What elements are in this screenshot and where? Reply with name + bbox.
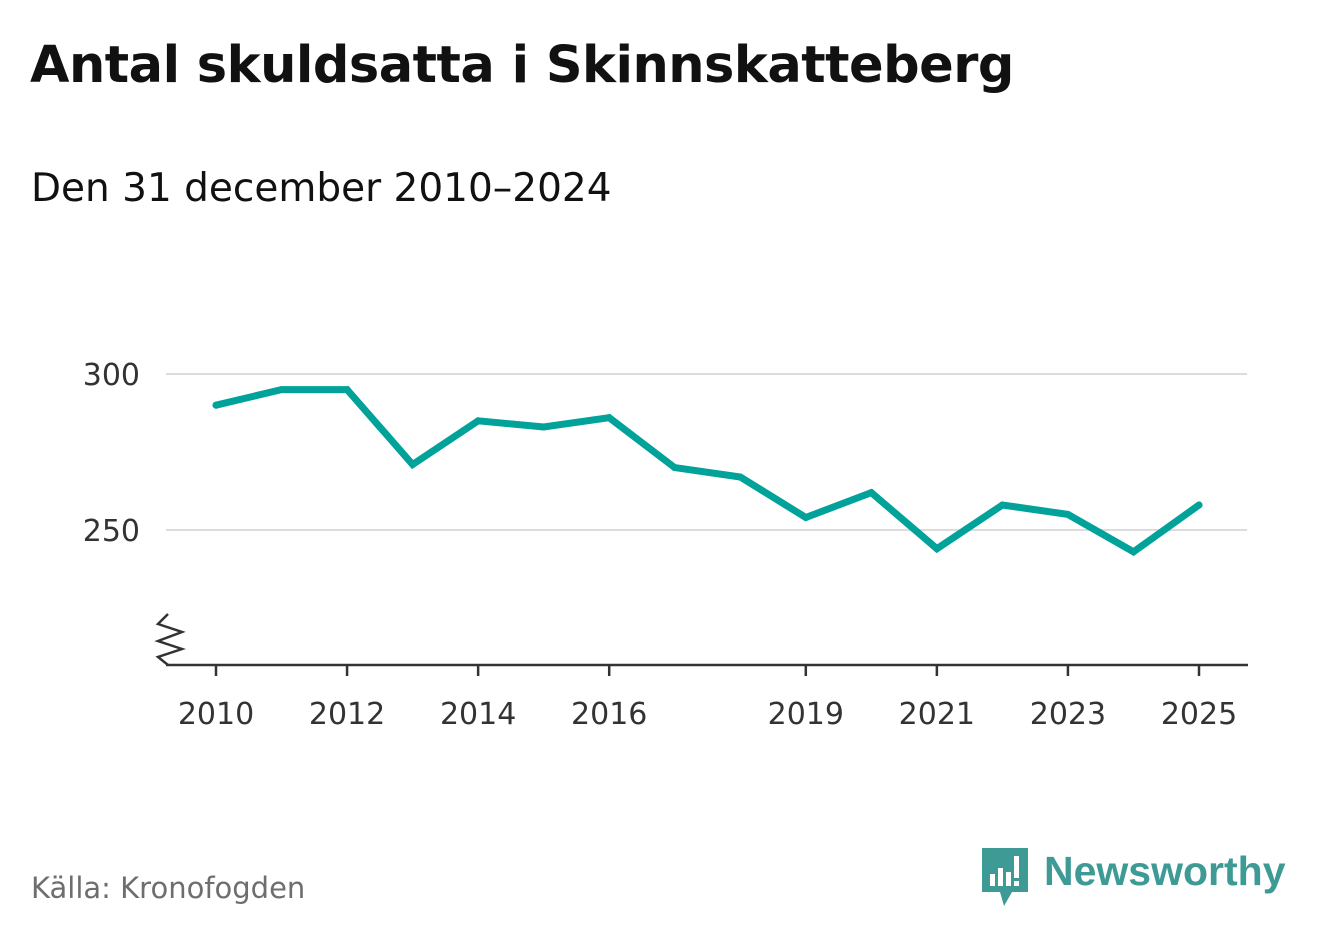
y-axis-labels: 250 300 [83,358,140,549]
series [212,386,1203,556]
data-point-2016 [605,414,613,422]
data-point-2017 [671,464,679,472]
x-axis [154,613,1248,667]
y-tick-label: 300 [83,358,140,393]
data-point-2010 [212,401,220,409]
x-tick-label: 2010 [178,697,254,732]
data-point-2019 [802,514,810,522]
axis-break-icon [154,613,186,666]
data-point-2023 [1064,510,1072,518]
chart-title: Antal skuldsatta i Skinnskatteberg [30,36,1014,95]
data-point-2013 [409,460,417,468]
gridlines [166,373,1247,531]
data-point-2020 [867,489,875,497]
data-point-2022 [998,501,1006,509]
data-point-2015 [540,423,548,431]
y-tick-label: 250 [83,514,140,549]
brand-logo: Newsworthy [980,846,1286,912]
source-note: Källa: Kronofogden [31,871,306,905]
data-point-2018 [736,473,744,481]
newsworthy-logo-icon [982,848,1028,906]
brand-name: Newsworthy [1044,848,1286,894]
x-tick-label: 2016 [571,697,647,732]
data-point-2024 [1129,548,1137,556]
x-tick-label: 2014 [440,697,516,732]
x-tick-label: 2025 [1161,697,1237,732]
series-line [212,386,1203,556]
x-tick-label: 2019 [768,697,844,732]
data-point-2021 [933,545,941,553]
x-tick-label: 2021 [899,697,975,732]
x-tick-label: 2012 [309,697,385,732]
data-point-2025 [1195,501,1203,509]
chart-subtitle: Den 31 december 2010–2024 [31,166,612,211]
data-point-2014 [474,417,482,425]
x-axis-labels: 2010 2012 2014 2016 2019 2021 2023 2025 [178,665,1237,732]
data-point-2011 [278,386,286,394]
x-tick-label: 2023 [1030,697,1106,732]
data-point-2012 [343,386,351,394]
